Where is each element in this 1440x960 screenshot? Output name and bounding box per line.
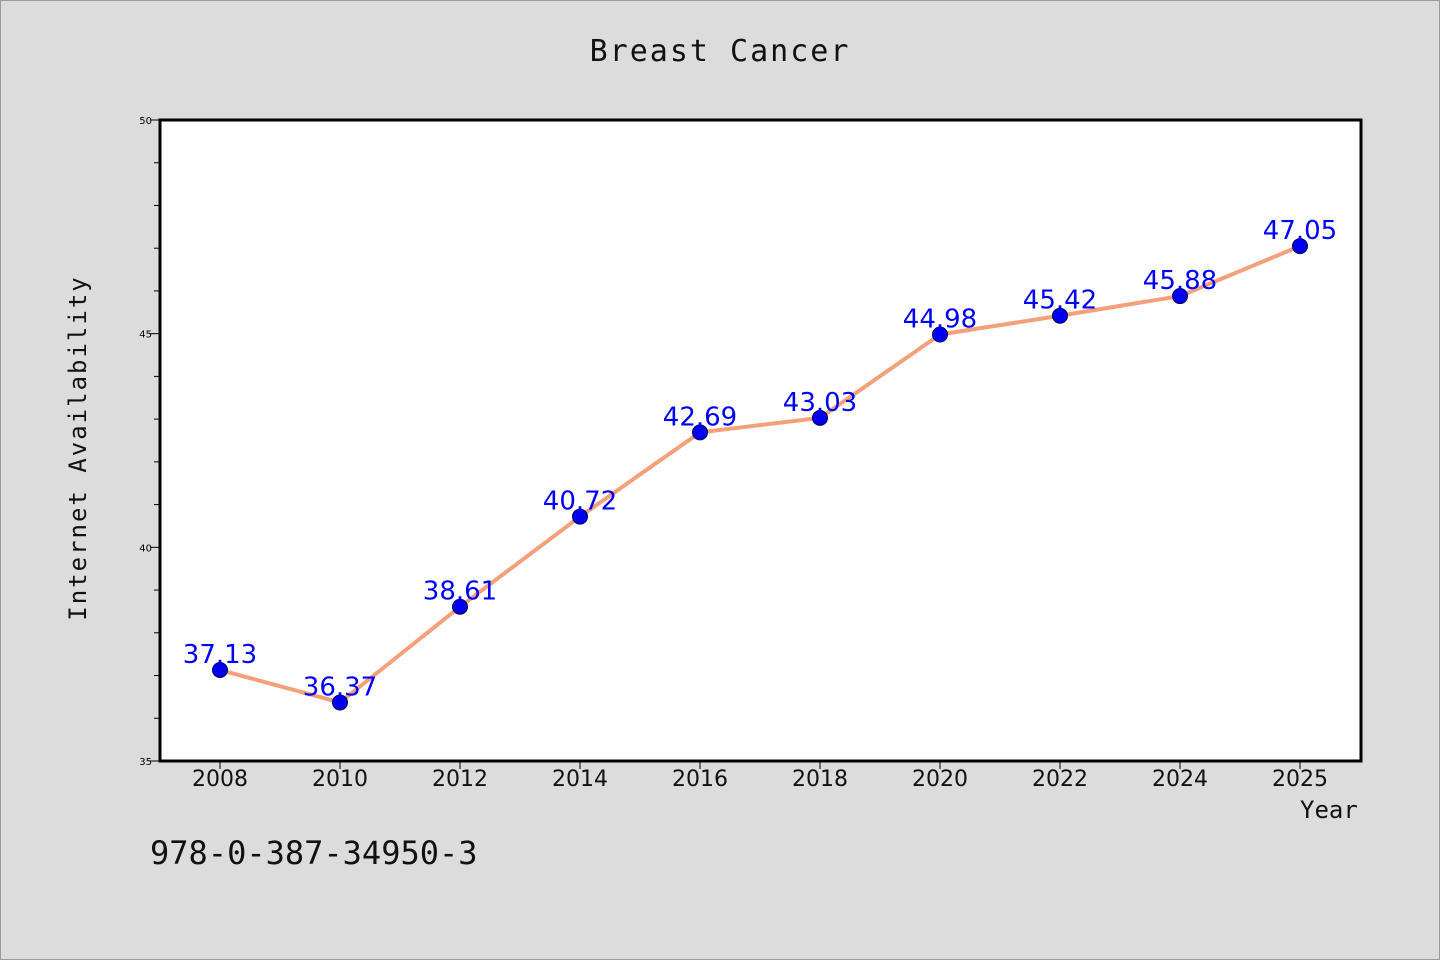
chart-title: Breast Cancer bbox=[589, 34, 851, 69]
x-tick-label: 2025 bbox=[1272, 767, 1328, 792]
data-label: 47.05 bbox=[1263, 216, 1337, 246]
data-point bbox=[1052, 307, 1068, 324]
data-label: 38.61 bbox=[423, 577, 497, 607]
x-tick-label: 2016 bbox=[672, 767, 728, 792]
data-point bbox=[332, 694, 348, 711]
data-label: 43.03 bbox=[783, 388, 857, 418]
x-tick-label: 2018 bbox=[792, 767, 848, 792]
plot-border bbox=[158, 118, 1363, 763]
isbn-annotation: 978-0-387-34950-3 bbox=[150, 834, 478, 872]
x-axis-label: Year bbox=[1300, 796, 1358, 824]
x-tick-label: 2020 bbox=[912, 767, 968, 792]
x-tick-label: 2024 bbox=[1152, 767, 1208, 792]
data-labels: 37.13 36.37 38.61 40.72 42.69 43.03 44.98 45.42… bbox=[183, 216, 1337, 702]
data-point bbox=[572, 508, 588, 525]
data-label: 40.72 bbox=[543, 487, 617, 517]
plot-area bbox=[160, 120, 1361, 761]
data-label: 44.98 bbox=[903, 305, 977, 335]
data-label: 37.13 bbox=[183, 640, 257, 670]
data-label: 36.37 bbox=[303, 672, 377, 702]
data-label: 45.88 bbox=[1143, 266, 1217, 296]
data-point bbox=[1292, 238, 1308, 255]
y-tick-label: 40 bbox=[139, 543, 152, 554]
data-point bbox=[812, 409, 828, 426]
data-label: 42.69 bbox=[663, 402, 737, 432]
data-points bbox=[212, 238, 1308, 711]
data-point bbox=[1172, 288, 1188, 305]
series-line bbox=[218, 244, 1302, 705]
y-tick-label: 45 bbox=[139, 330, 152, 341]
x-tick-label: 2012 bbox=[432, 767, 488, 792]
data-point bbox=[452, 598, 468, 615]
x-axis-ticks: 2008 2010 2012 2014 2016 2018 2020 2022 2024 2025 bbox=[192, 761, 1328, 792]
y-tick-label: 50 bbox=[139, 116, 152, 127]
data-point bbox=[692, 424, 708, 441]
y-tick-label: 35 bbox=[139, 757, 152, 768]
x-tick-label: 2014 bbox=[552, 767, 608, 792]
x-tick-label: 2010 bbox=[312, 767, 368, 792]
x-tick-label: 2022 bbox=[1032, 767, 1088, 792]
data-point bbox=[932, 326, 948, 343]
data-point bbox=[212, 661, 228, 678]
data-label: 45.42 bbox=[1023, 286, 1097, 316]
x-tick-label: 2008 bbox=[192, 767, 248, 792]
y-axis-ticks: 35 40 45 50 bbox=[139, 116, 160, 768]
